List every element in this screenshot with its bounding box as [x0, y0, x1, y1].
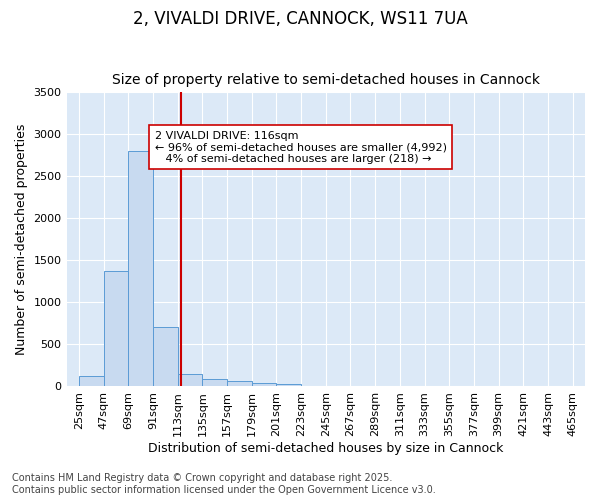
Bar [128, 151, 153, 386]
Bar [153, 327, 178, 386]
Bar [202, 379, 227, 386]
Y-axis label: Number of semi-detached properties: Number of semi-detached properties [15, 124, 28, 355]
X-axis label: Distribution of semi-detached houses by size in Cannock: Distribution of semi-detached houses by … [148, 442, 503, 455]
Bar [104, 272, 128, 386]
Bar [252, 383, 277, 386]
Bar [178, 374, 202, 386]
Text: 2, VIVALDI DRIVE, CANNOCK, WS11 7UA: 2, VIVALDI DRIVE, CANNOCK, WS11 7UA [133, 10, 467, 28]
Bar [79, 376, 104, 386]
Bar [227, 382, 252, 386]
Title: Size of property relative to semi-detached houses in Cannock: Size of property relative to semi-detach… [112, 73, 540, 87]
Bar [277, 384, 301, 386]
Text: 2 VIVALDI DRIVE: 116sqm
← 96% of semi-detached houses are smaller (4,992)
   4% : 2 VIVALDI DRIVE: 116sqm ← 96% of semi-de… [155, 130, 446, 164]
Text: Contains HM Land Registry data © Crown copyright and database right 2025.
Contai: Contains HM Land Registry data © Crown c… [12, 474, 436, 495]
